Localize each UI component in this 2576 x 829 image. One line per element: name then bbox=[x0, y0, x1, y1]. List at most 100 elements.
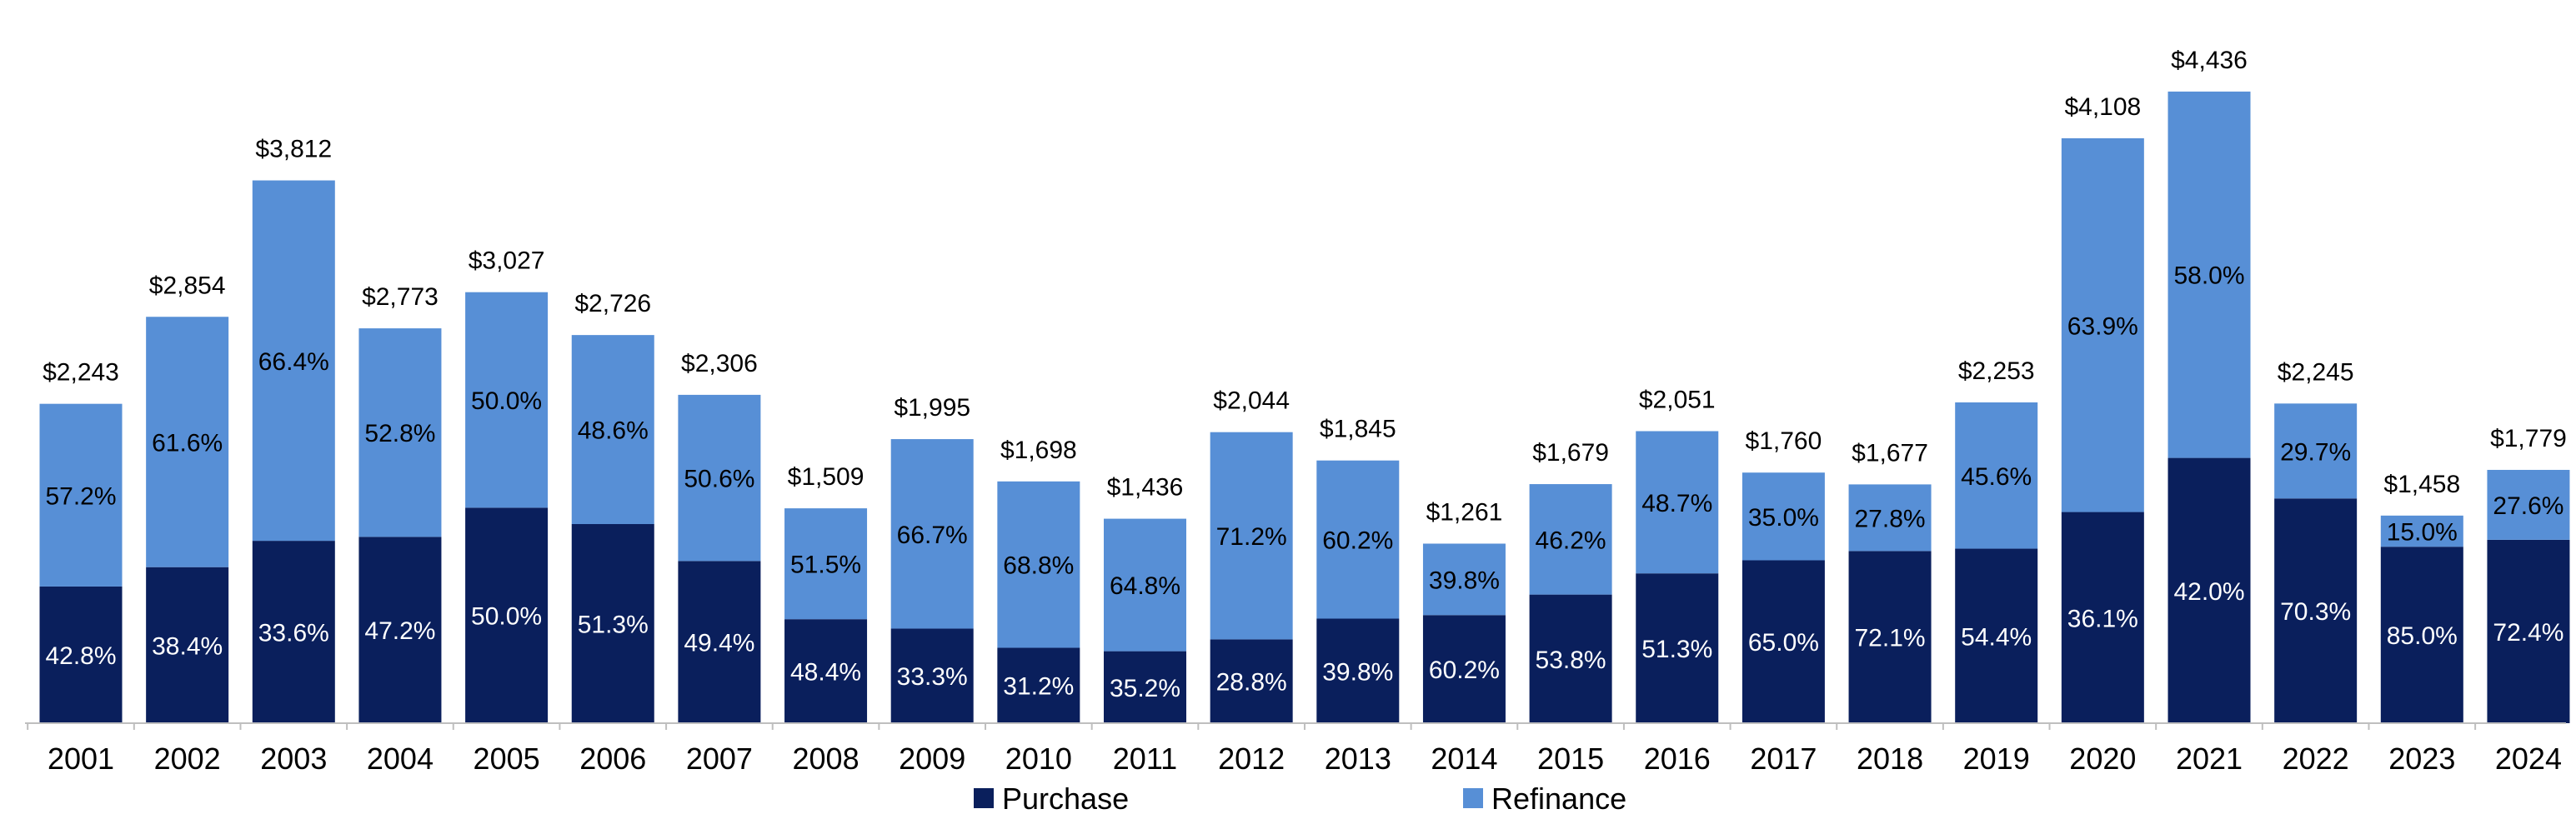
label-total-2016: $2,051 bbox=[1639, 386, 1716, 413]
label-total-2001: $2,243 bbox=[43, 359, 119, 387]
x-tick-2016: 2016 bbox=[1644, 742, 1711, 776]
label-total-2002: $2,854 bbox=[149, 272, 226, 299]
bar-refinance-2022 bbox=[2274, 403, 2358, 499]
bar-refinance-2010 bbox=[997, 481, 1080, 648]
bar-purchase-2021 bbox=[2168, 457, 2251, 723]
label-total-2011: $1,436 bbox=[1107, 474, 1184, 502]
bar-purchase-2013 bbox=[1316, 618, 1400, 723]
bar-purchase-2002 bbox=[146, 567, 229, 723]
label-total-2020: $4,108 bbox=[2064, 93, 2141, 121]
label-purchase-2016: 51.3% bbox=[1641, 636, 1712, 663]
x-tick-2005: 2005 bbox=[474, 742, 540, 776]
label-total-2013: $1,845 bbox=[1320, 416, 1396, 443]
bar-purchase-2015 bbox=[1529, 594, 1612, 723]
label-refinance-2005: 50.0% bbox=[471, 387, 542, 415]
label-refinance-2023: 15.0% bbox=[2387, 519, 2458, 547]
labels-layer: 42.8% 57.2% $2,243 38.4% 61.6% $2,854 33.6% 66.… bbox=[43, 47, 2567, 702]
bar-purchase-2012 bbox=[1210, 639, 1293, 723]
bar-refinance-2019 bbox=[1955, 402, 2038, 549]
label-total-2017: $1,760 bbox=[1746, 427, 1822, 455]
legend-label-refinance: Refinance bbox=[1491, 782, 1626, 816]
bar-purchase-2003 bbox=[252, 541, 335, 723]
bar-purchase-2019 bbox=[1955, 548, 2038, 723]
label-purchase-2017: 65.0% bbox=[1748, 629, 1819, 657]
label-refinance-2006: 48.6% bbox=[578, 417, 649, 445]
bar-purchase-2007 bbox=[678, 561, 761, 723]
bar-purchase-2020 bbox=[2061, 512, 2144, 723]
bar-purchase-2023 bbox=[2380, 547, 2463, 723]
label-purchase-2010: 31.2% bbox=[1003, 673, 1074, 701]
x-tick-2006: 2006 bbox=[579, 742, 646, 776]
bar-refinance-2001 bbox=[39, 403, 123, 587]
label-purchase-2008: 48.4% bbox=[790, 659, 861, 687]
bar-purchase-2011 bbox=[1104, 651, 1186, 723]
label-purchase-2009: 33.3% bbox=[897, 663, 968, 691]
bar-refinance-2006 bbox=[571, 335, 654, 525]
bar-purchase-2001 bbox=[39, 586, 123, 723]
bar-refinance-2021 bbox=[2168, 91, 2251, 458]
label-refinance-2002: 61.6% bbox=[152, 429, 223, 457]
label-total-2006: $2,726 bbox=[574, 290, 651, 317]
bar-refinance-2013 bbox=[1316, 460, 1400, 619]
label-purchase-2020: 36.1% bbox=[2067, 605, 2138, 632]
bar-purchase-2004 bbox=[358, 537, 442, 723]
label-purchase-2024: 72.4% bbox=[2493, 619, 2563, 647]
bar-refinance-2004 bbox=[358, 328, 442, 537]
x-tick-2022: 2022 bbox=[2283, 742, 2349, 776]
label-total-2007: $2,306 bbox=[681, 350, 758, 377]
x-tick-2024: 2024 bbox=[2495, 742, 2562, 776]
bar-refinance-2008 bbox=[784, 508, 868, 620]
bar-refinance-2024 bbox=[2487, 469, 2570, 540]
bar-refinance-2002 bbox=[146, 317, 229, 567]
bar-refinance-2017 bbox=[1742, 472, 1825, 561]
label-purchase-2018: 72.1% bbox=[1855, 625, 1926, 652]
label-total-2003: $3,812 bbox=[255, 136, 332, 163]
x-tick-2014: 2014 bbox=[1431, 742, 1497, 776]
bar-refinance-2023 bbox=[2380, 515, 2463, 547]
bar-refinance-2003 bbox=[252, 180, 335, 542]
label-purchase-2001: 42.8% bbox=[45, 642, 116, 670]
bar-purchase-2014 bbox=[1422, 615, 1506, 723]
bar-purchase-2010 bbox=[997, 647, 1080, 723]
legend-swatch-purchase bbox=[974, 788, 994, 808]
x-axis-ticks: 2001 2002 2003 2004 2005 2006 2007 2008 2009 2010… bbox=[27, 723, 2562, 776]
label-purchase-2021: 42.0% bbox=[2173, 578, 2244, 606]
label-purchase-2019: 54.4% bbox=[1961, 623, 2032, 651]
bar-purchase-2017 bbox=[1742, 560, 1825, 723]
label-total-2009: $1,995 bbox=[894, 394, 970, 422]
label-refinance-2014: 39.8% bbox=[1429, 567, 1500, 594]
bar-refinance-2014 bbox=[1422, 543, 1506, 616]
x-tick-2008: 2008 bbox=[793, 742, 860, 776]
label-refinance-2020: 63.9% bbox=[2067, 312, 2138, 340]
x-tick-2007: 2007 bbox=[686, 742, 753, 776]
label-purchase-2012: 28.8% bbox=[1216, 669, 1287, 697]
label-total-2014: $1,261 bbox=[1426, 498, 1503, 526]
label-refinance-2009: 66.7% bbox=[897, 522, 968, 549]
x-tick-2013: 2013 bbox=[1325, 742, 1391, 776]
bar-refinance-2020 bbox=[2061, 137, 2144, 512]
label-total-2015: $1,679 bbox=[1532, 439, 1609, 467]
bar-refinance-2018 bbox=[1848, 484, 1932, 552]
label-purchase-2015: 53.8% bbox=[1536, 647, 1606, 674]
label-purchase-2004: 47.2% bbox=[364, 617, 435, 645]
bar-refinance-2007 bbox=[678, 394, 761, 562]
label-purchase-2014: 60.2% bbox=[1429, 657, 1500, 684]
label-refinance-2021: 58.0% bbox=[2173, 262, 2244, 290]
label-total-2021: $4,436 bbox=[2171, 47, 2248, 74]
bar-refinance-2005 bbox=[465, 292, 549, 508]
bar-purchase-2009 bbox=[890, 628, 974, 723]
x-tick-2009: 2009 bbox=[899, 742, 965, 776]
bar-purchase-2005 bbox=[465, 507, 549, 723]
label-total-2004: $2,773 bbox=[362, 283, 439, 311]
bar-refinance-2012 bbox=[1210, 432, 1293, 640]
x-tick-2019: 2019 bbox=[1963, 742, 2030, 776]
x-tick-2011: 2011 bbox=[1113, 742, 1177, 776]
label-refinance-2001: 57.2% bbox=[45, 482, 116, 510]
label-total-2022: $2,245 bbox=[2278, 358, 2354, 386]
bar-purchase-2008 bbox=[784, 619, 868, 723]
label-refinance-2007: 50.6% bbox=[684, 466, 754, 493]
x-tick-2002: 2002 bbox=[154, 742, 221, 776]
bar-refinance-2015 bbox=[1529, 484, 1612, 595]
label-purchase-2023: 85.0% bbox=[2387, 622, 2458, 650]
